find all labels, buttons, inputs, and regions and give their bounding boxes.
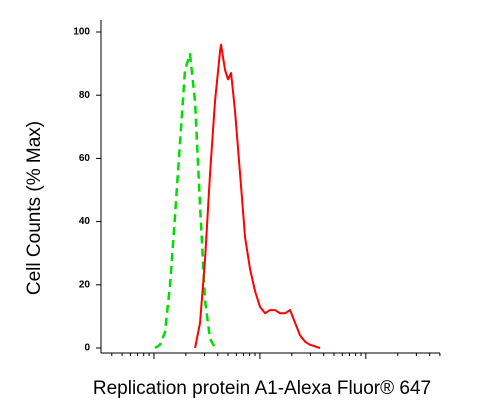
y-axis-label: Cell Counts (% Max) (24, 121, 45, 295)
y-tick-label: 60 (79, 153, 91, 164)
y-tick-label: 20 (79, 279, 91, 290)
y-tick-label: 40 (79, 216, 91, 227)
y-tick-label: 100 (73, 27, 90, 38)
histogram-line (154, 52, 217, 350)
x-axis-label: Replication protein A1-Alexa Fluor® 647 (93, 378, 431, 399)
y-tick-label: 0 (84, 343, 90, 354)
histogram-line (194, 43, 321, 349)
y-tick-label: 80 (79, 90, 91, 101)
